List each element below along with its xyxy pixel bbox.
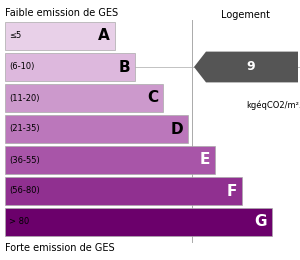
Text: A: A <box>98 29 110 43</box>
Text: D: D <box>170 121 183 136</box>
Text: G: G <box>254 214 267 230</box>
Bar <box>5 22 115 50</box>
Bar <box>5 208 272 236</box>
Bar <box>5 115 188 143</box>
Bar <box>5 177 242 205</box>
Text: (6-10): (6-10) <box>9 62 34 72</box>
Text: Forte emission de GES: Forte emission de GES <box>5 243 115 253</box>
Text: C: C <box>147 90 158 106</box>
Text: F: F <box>226 184 237 198</box>
Bar <box>5 84 163 112</box>
Bar <box>5 146 215 174</box>
Text: (36-55): (36-55) <box>9 155 40 165</box>
Polygon shape <box>194 51 298 82</box>
Text: kgéqCO2/m².an: kgéqCO2/m².an <box>246 101 300 110</box>
Bar <box>5 53 135 81</box>
Text: E: E <box>200 153 210 167</box>
Text: (56-80): (56-80) <box>9 186 40 196</box>
Text: 9: 9 <box>247 61 255 74</box>
Text: B: B <box>118 60 130 75</box>
Text: (21-35): (21-35) <box>9 125 40 133</box>
Text: ≤5: ≤5 <box>9 31 21 41</box>
Text: Logement: Logement <box>221 10 271 20</box>
Text: (11-20): (11-20) <box>9 94 40 102</box>
Text: Faible emission de GES: Faible emission de GES <box>5 8 118 18</box>
Text: > 80: > 80 <box>9 218 29 226</box>
